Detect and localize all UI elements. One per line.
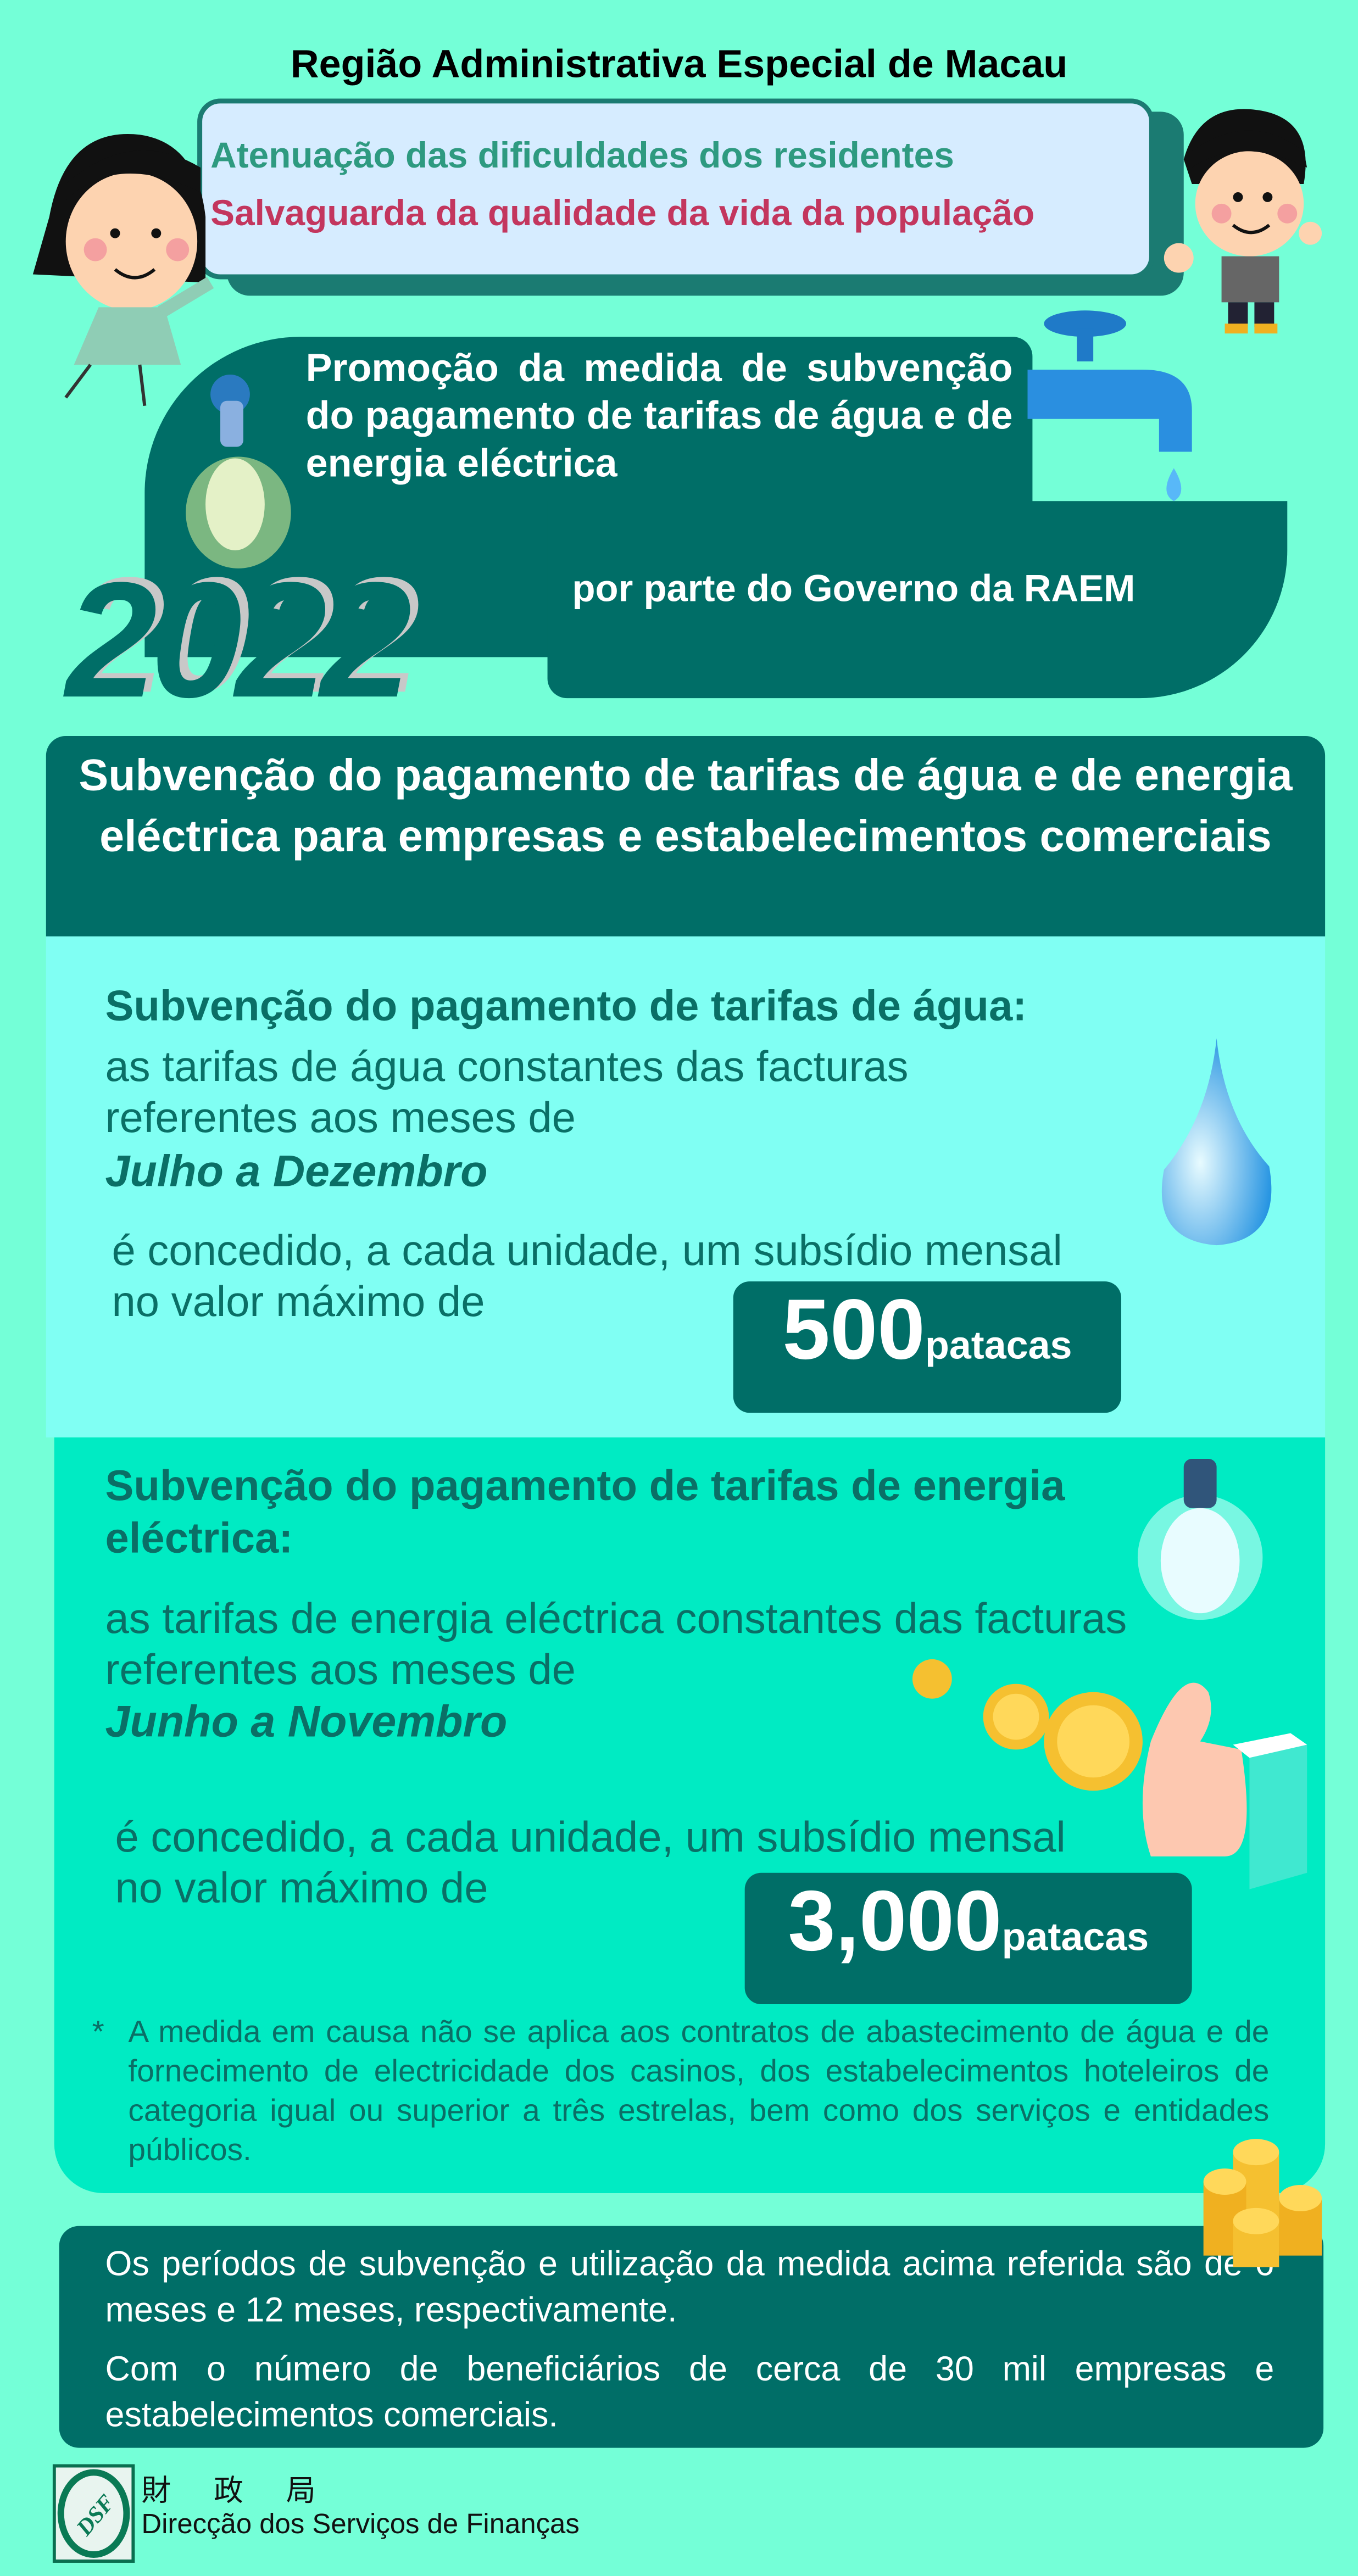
bubble-line-2: Salvaguarda da qualidade da vida da popu… (210, 192, 1035, 233)
water-drop-icon (1161, 1038, 1272, 1246)
footer-name-chinese: 財政局 (141, 2474, 359, 2507)
electricity-section (54, 1437, 1326, 2193)
light-bulb-icon (1137, 1459, 1263, 1620)
electricity-unit: patacas (1001, 1915, 1149, 1960)
water-period: Julho a Dezembro (105, 1146, 488, 1196)
water-amount-badge: 500 patacas (733, 1281, 1122, 1413)
electricity-amount-badge: 3,000 patacas (744, 1872, 1192, 2005)
coin-stack-icon (1203, 2139, 1322, 2267)
light-bulb-icon (186, 374, 291, 568)
promo-text: Promoção da medida de subvenção do pagam… (305, 347, 1013, 487)
electricity-heading: Subvenção do pagamento de tarifas de ene… (105, 1460, 1065, 1563)
water-amount: 500 (782, 1283, 925, 1379)
footnote: * A medida em causa não se aplica aos co… (92, 2014, 1270, 2172)
footnote-mark: * (92, 2015, 104, 2050)
section-title: Subvenção do pagamento de tarifas de águ… (46, 735, 1326, 936)
footer-name-portuguese: Direcção dos Serviços de Finanças (141, 2508, 580, 2540)
speech-bubble (197, 98, 1154, 280)
promo-banner-extension (547, 501, 1288, 699)
electricity-period: Junho a Novembro (105, 1697, 508, 1747)
summary-beneficiaries: Com o número de beneficiários de cerca d… (105, 2351, 1274, 2435)
promo-by: por parte do Governo da RAEM (572, 566, 1136, 610)
page-title: Região Administrativa Especial de Macau (290, 42, 1068, 87)
electricity-amount: 3,000 (788, 1874, 1002, 1970)
water-tap-icon (1027, 310, 1192, 501)
bubble-line-1: Atenuação das dificuldades dos residente… (210, 135, 954, 176)
summary-box: Os períodos de subvenção e utilização da… (59, 2226, 1324, 2448)
summary-periods: Os períodos de subvenção e utilização da… (105, 2245, 1274, 2330)
coins-thumbs-up-icon (912, 1659, 1307, 1889)
electricity-body: as tarifas de energia eléctrica constant… (105, 1593, 1127, 1694)
water-grant: é concedido, a cada unidade, um subsídio… (112, 1225, 1062, 1326)
water-heading: Subvenção do pagamento de tarifas de águ… (105, 980, 1027, 1030)
girl-illustration-icon (32, 134, 214, 406)
year: 2022 (65, 548, 412, 733)
electricity-grant: é concedido, a cada unidade, um subsídio… (115, 1812, 1066, 1913)
dsf-logo: DSF (52, 2464, 135, 2563)
water-unit: patacas (925, 1324, 1072, 1369)
boy-illustration-icon (1164, 109, 1322, 334)
footnote-text: A medida em causa não se aplica aos cont… (128, 2015, 1270, 2169)
water-body: as tarifas de água constantes das factur… (105, 1041, 909, 1142)
